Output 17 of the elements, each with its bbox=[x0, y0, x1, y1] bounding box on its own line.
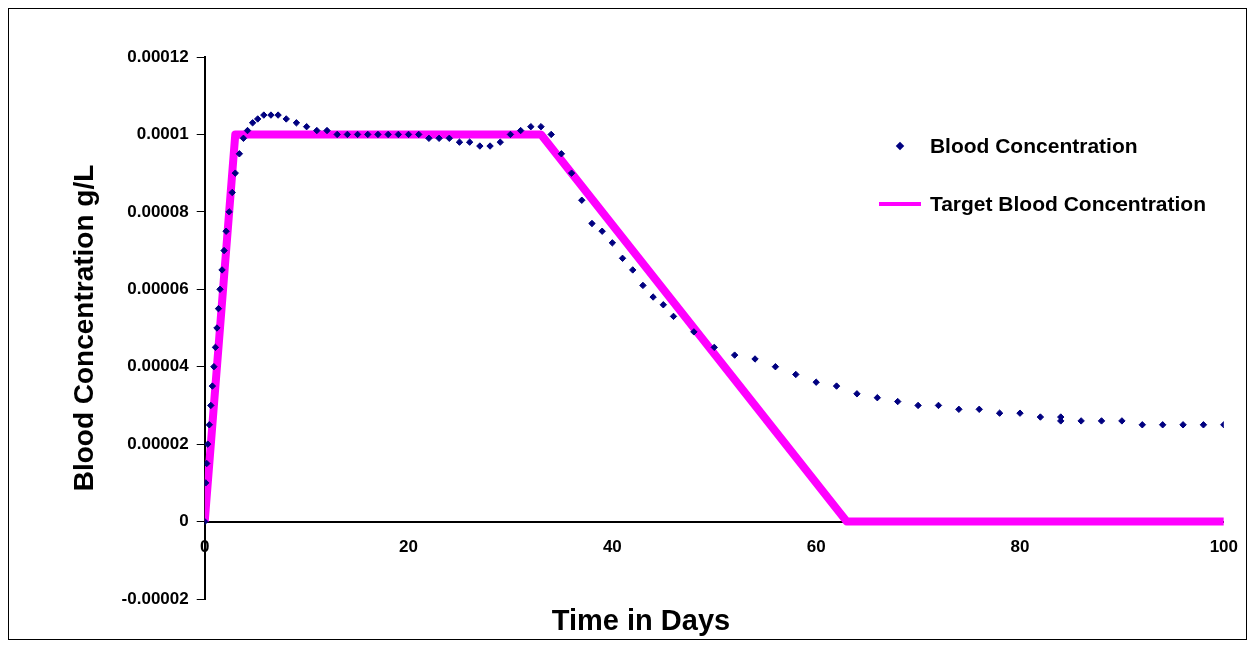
x-tick-label: 40 bbox=[602, 537, 622, 557]
x-tick-label: 100 bbox=[1209, 537, 1239, 557]
y-tick-label: -0.00002 bbox=[121, 588, 189, 608]
y-tick-label: 0.00004 bbox=[127, 356, 190, 376]
legend-label: Blood Concentration bbox=[929, 134, 1138, 158]
y-tick-label: 0.0001 bbox=[136, 124, 189, 144]
y-tick-label: 0.00006 bbox=[127, 278, 189, 298]
legend-label: Target Blood Concentration bbox=[929, 192, 1206, 216]
x-axis-title: Time in Days bbox=[551, 604, 731, 636]
y-tick-label: 0 bbox=[179, 511, 189, 531]
x-tick-label: 20 bbox=[399, 537, 418, 557]
y-tick-label: 0.00002 bbox=[127, 433, 189, 453]
y-tick-label: 0.00012 bbox=[127, 46, 189, 66]
y-tick-label: 0.00008 bbox=[127, 201, 189, 221]
y-axis-title: Blood Concentration g/L bbox=[67, 164, 99, 492]
x-tick-label: 80 bbox=[1010, 537, 1030, 557]
x-tick-label: 60 bbox=[806, 537, 826, 557]
